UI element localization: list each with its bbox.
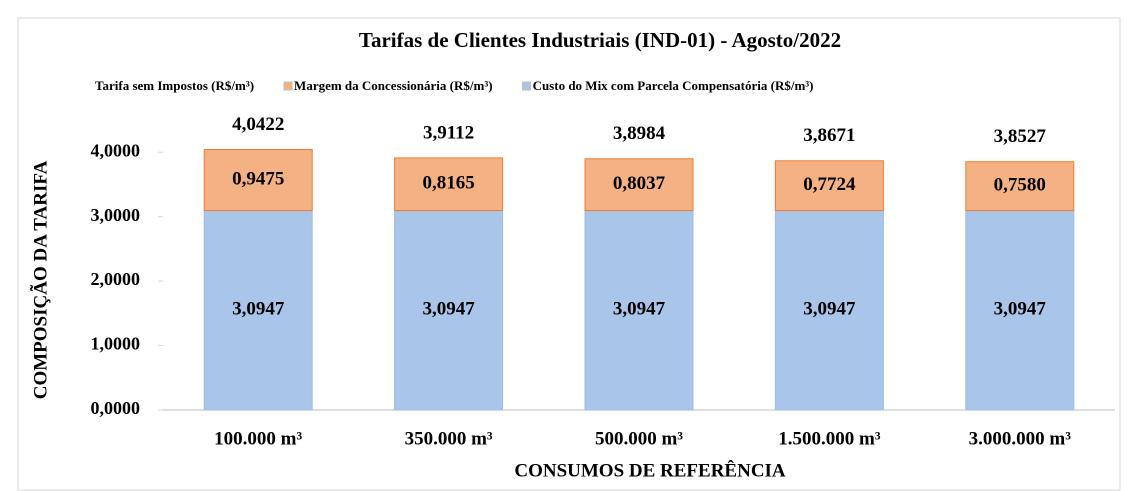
legend-swatch (522, 81, 532, 91)
x-tick-label: 1.500.000 m³ (778, 428, 881, 449)
total-label: 4,0422 (232, 114, 284, 135)
legend-label: Custo do Mix com Parcela Compensatória (… (533, 78, 814, 93)
chart-title: Tarifas de Clientes Industriais (IND-01)… (359, 28, 841, 52)
x-axis-title: CONSUMOS DE REFERÊNCIA (514, 459, 786, 481)
x-tick-label: 500.000 m³ (595, 428, 683, 449)
legend-label: Tarifa sem Impostos (R$/m³) (95, 78, 254, 93)
bar-segment (965, 210, 1075, 411)
data-label: 0,7724 (803, 174, 856, 195)
data-label: 0,8037 (613, 173, 666, 194)
y-tick-label: 0,0000 (91, 398, 141, 418)
y-tick-label: 1,0000 (91, 334, 141, 354)
x-tick-label: 100.000 m³ (214, 428, 302, 449)
data-label: 3,0947 (613, 299, 666, 320)
x-tick-label: 3.000.000 m³ (969, 428, 1072, 449)
bar-segment (394, 157, 504, 212)
bar-segment (774, 160, 884, 212)
bar-segment (584, 210, 694, 411)
y-tick-label: 3,0000 (91, 205, 141, 225)
total-label: 3,8671 (803, 125, 855, 146)
bar-segment (203, 149, 313, 212)
y-tick-label: 2,0000 (91, 269, 141, 289)
data-label: 3,0947 (232, 299, 285, 320)
total-label: 3,9112 (423, 122, 474, 143)
data-label: 3,0947 (803, 299, 856, 320)
data-label: 3,0947 (994, 299, 1047, 320)
total-label: 3,8527 (994, 126, 1047, 147)
bar-segment (203, 210, 313, 411)
legend-swatch (283, 81, 293, 91)
data-label: 0,9475 (232, 168, 284, 189)
y-axis-title: COMPOSIÇÃO DA TARIFA (29, 160, 51, 399)
data-label: 3,0947 (422, 299, 475, 320)
data-label: 0,7580 (994, 174, 1046, 195)
bar-segment (584, 158, 694, 212)
data-label: 0,8165 (422, 173, 474, 194)
legend-label: Margem da Concessionária (R$/m³) (294, 78, 493, 93)
bar-segment (965, 161, 1075, 212)
bar-segment (774, 210, 884, 411)
total-label: 3,8984 (613, 123, 666, 144)
chart-frame (17, 17, 1121, 491)
y-tick-label: 4,0000 (91, 140, 141, 160)
x-tick-label: 350.000 m³ (405, 428, 493, 449)
